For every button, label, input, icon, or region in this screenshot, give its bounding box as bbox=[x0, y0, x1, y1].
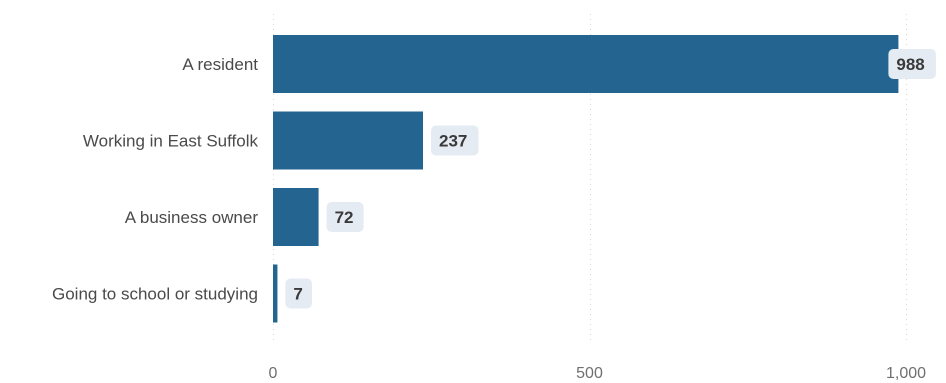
data-label: 7 bbox=[293, 285, 302, 304]
bar-series bbox=[273, 35, 899, 323]
data-label: 237 bbox=[439, 132, 467, 151]
data-label-background bbox=[326, 202, 364, 232]
data-label: 988 bbox=[896, 55, 924, 74]
category-label: Working in East Suffolk bbox=[83, 132, 259, 151]
bar bbox=[273, 35, 899, 93]
x-tick-label: 0 bbox=[269, 365, 278, 382]
category-label: Going to school or studying bbox=[52, 285, 258, 304]
data-labels: 988 237 72 7 bbox=[285, 49, 936, 309]
bar bbox=[273, 264, 278, 323]
data-label-background bbox=[285, 278, 312, 309]
bar bbox=[273, 111, 424, 170]
x-tick-label: 500 bbox=[576, 365, 603, 382]
category-label: A business owner bbox=[125, 208, 259, 227]
data-label-background bbox=[888, 49, 936, 79]
data-label-background bbox=[431, 125, 479, 156]
data-label: 72 bbox=[335, 208, 354, 227]
bar bbox=[273, 188, 319, 246]
category-axis-labels: A resident Working in East Suffolk A busin… bbox=[52, 55, 259, 304]
category-label: A resident bbox=[182, 55, 258, 74]
value-axis-ticks: 0 500 1,000 bbox=[269, 365, 927, 382]
x-tick-label: 1,000 bbox=[886, 365, 926, 382]
